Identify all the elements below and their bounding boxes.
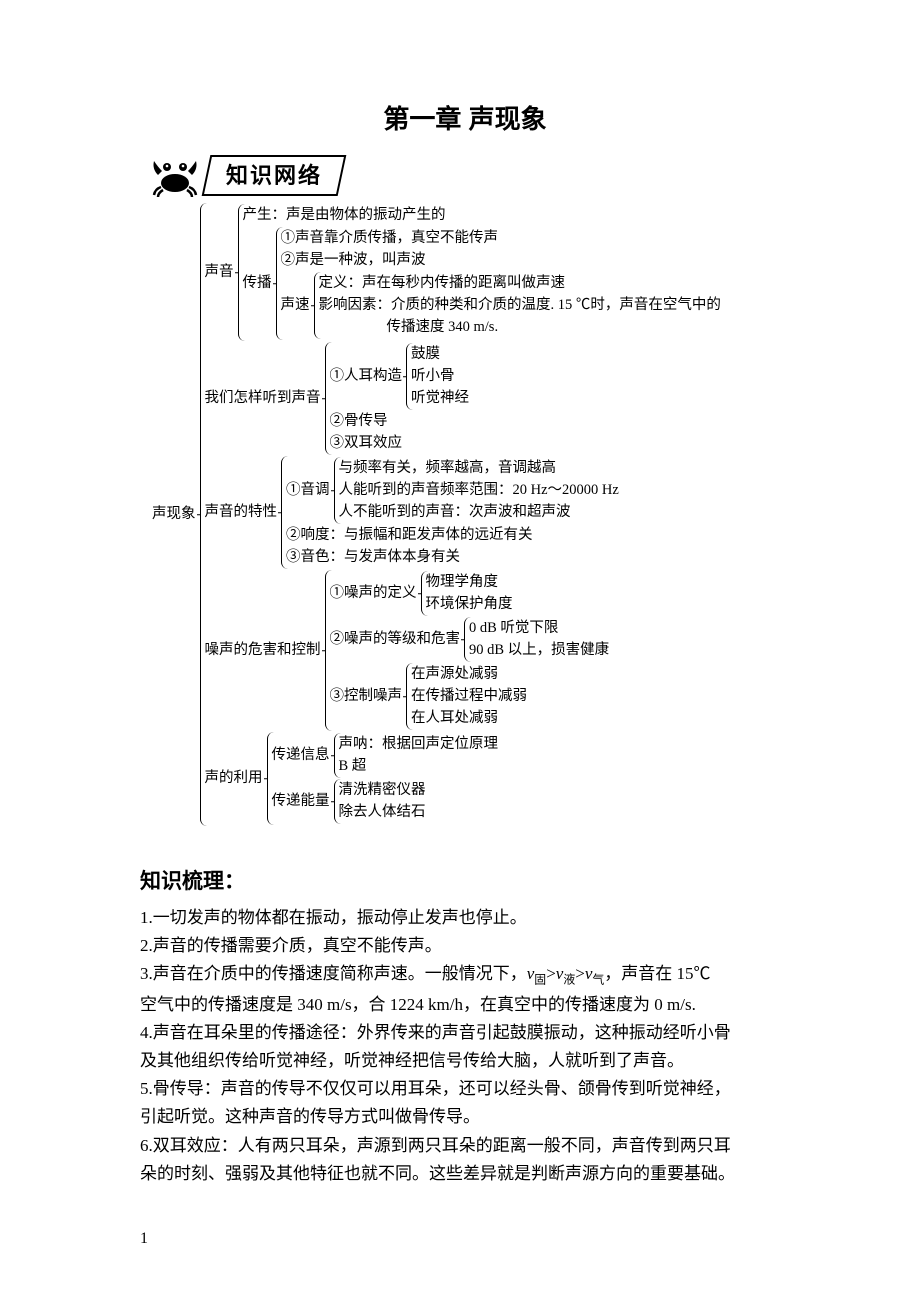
node-label: 声音的特性 — [205, 502, 280, 523]
node-label: 声速 — [281, 295, 312, 316]
sub: 液 — [563, 973, 575, 987]
leaf: 人不能听到的声音：次声波和超声波 — [339, 502, 619, 523]
leaf: 在传播过程中减弱 — [411, 686, 527, 707]
text: 3.声音在介质中的传播速度简称声速。一般情况下， — [140, 964, 527, 983]
leaf: 产生：声是由物体的振动产生的 — [243, 205, 721, 226]
text: > — [546, 964, 556, 983]
leaf: 环境保护角度 — [426, 594, 513, 615]
paragraph: 1.一切发声的物体都在振动，振动停止发声也停止。 — [140, 904, 790, 931]
crab-icon — [150, 153, 200, 197]
leaf: ③双耳效应 — [330, 433, 470, 454]
node-label: 传递能量 — [272, 791, 332, 812]
node-label: ③控制噪声 — [330, 686, 405, 707]
paragraph: 引起听觉。这种声音的传导方式叫做骨传导。 — [140, 1103, 790, 1130]
paragraph: 朵的时刻、强弱及其他特征也就不同。这些差异就是判断声源方向的重要基础。 — [140, 1160, 790, 1187]
leaf: 影响因素：介质的种类和介质的温度. 15 ℃时，声音在空气中的 — [319, 295, 721, 316]
leaf: 90 dB 以上，损害健康 — [469, 640, 609, 661]
leaf: ②骨传导 — [330, 411, 470, 432]
sub: 气 — [592, 973, 604, 987]
paragraph: 5.骨传导：声音的传导不仅仅可以用耳朵，还可以经头骨、颌骨传到听觉神经， — [140, 1075, 790, 1102]
leaf: 定义：声在每秒内传播的距离叫做声速 — [319, 273, 721, 294]
page-number: 1 — [140, 1227, 790, 1251]
paragraph: 2.声音的传播需要介质，真空不能传声。 — [140, 932, 790, 959]
paragraph: 空气中的传播速度是 340 m/s，合 1224 km/h，在真空中的传播速度为… — [140, 991, 790, 1018]
banner-label: 知识网络 — [226, 159, 322, 192]
root-label: 声现象 — [152, 504, 198, 525]
leaf: 听小骨 — [411, 366, 469, 387]
leaf: ②声是一种波，叫声波 — [281, 250, 721, 271]
node-label: 声的利用 — [205, 768, 265, 789]
node-label: 传递信息 — [272, 745, 332, 766]
banner-box: 知识网络 — [202, 155, 347, 196]
paragraph: 及其他组织传给听觉神经，听觉神经把信号传给大脑，人就听到了声音。 — [140, 1047, 790, 1074]
paragraph: 6.双耳效应：人有两只耳朵，声源到两只耳朵的距离一般不同，声音传到两只耳 — [140, 1132, 790, 1159]
leaf: 清洗精密仪器 — [339, 780, 426, 801]
section-header: 知识梳理： — [140, 866, 790, 898]
leaf: 0 dB 听觉下限 — [469, 618, 609, 639]
leaf: ③音色：与发声体本身有关 — [286, 547, 619, 568]
node-label: ①人耳构造 — [330, 366, 405, 387]
knowledge-tree: 声现象 声音 产生：声是由物体的振动产生的 传播 ①声音靠介质传播，真空不能传声… — [152, 203, 790, 826]
node-label: 声音 — [205, 262, 236, 283]
node-label: 我们怎样听到声音 — [205, 388, 323, 409]
leaf: 在声源处减弱 — [411, 664, 527, 685]
leaf: 鼓膜 — [411, 344, 469, 365]
node-label: 噪声的危害和控制 — [205, 640, 323, 661]
text: ，声音在 15℃ — [604, 964, 710, 983]
leaf: 人能听到的声音频率范围：20 Hz～20000 Hz — [339, 480, 619, 501]
leaf: 在人耳处减弱 — [411, 708, 527, 729]
node-label: ②噪声的等级和危害 — [330, 629, 463, 650]
node-label: ①音调 — [286, 480, 332, 501]
leaf: 物理学角度 — [426, 572, 513, 593]
sub: 固 — [534, 973, 546, 987]
node-label: ①噪声的定义 — [330, 583, 419, 604]
node-label: 传播 — [243, 273, 274, 294]
leaf: ②响度：与振幅和距发声体的远近有关 — [286, 525, 619, 546]
leaf: 声呐：根据回声定位原理 — [339, 734, 499, 755]
paragraph: 4.声音在耳朵里的传播途径：外界传来的声音引起鼓膜振动，这种振动经听小骨 — [140, 1019, 790, 1046]
leaf: ①声音靠介质传播，真空不能传声 — [281, 228, 721, 249]
leaf: 传播速度 340 m/s. — [319, 317, 721, 338]
text: > — [575, 964, 585, 983]
chapter-title: 第一章 声现象 — [140, 100, 790, 139]
leaf: 与频率有关，频率越高，音调越高 — [339, 458, 619, 479]
leaf: 除去人体结石 — [339, 802, 426, 823]
paragraph: 3.声音在介质中的传播速度简称声速。一般情况下，v固>v液>v气，声音在 15℃ — [140, 960, 790, 989]
leaf: 听觉神经 — [411, 388, 469, 409]
banner: 知识网络 — [150, 153, 790, 197]
leaf: B 超 — [339, 756, 499, 777]
